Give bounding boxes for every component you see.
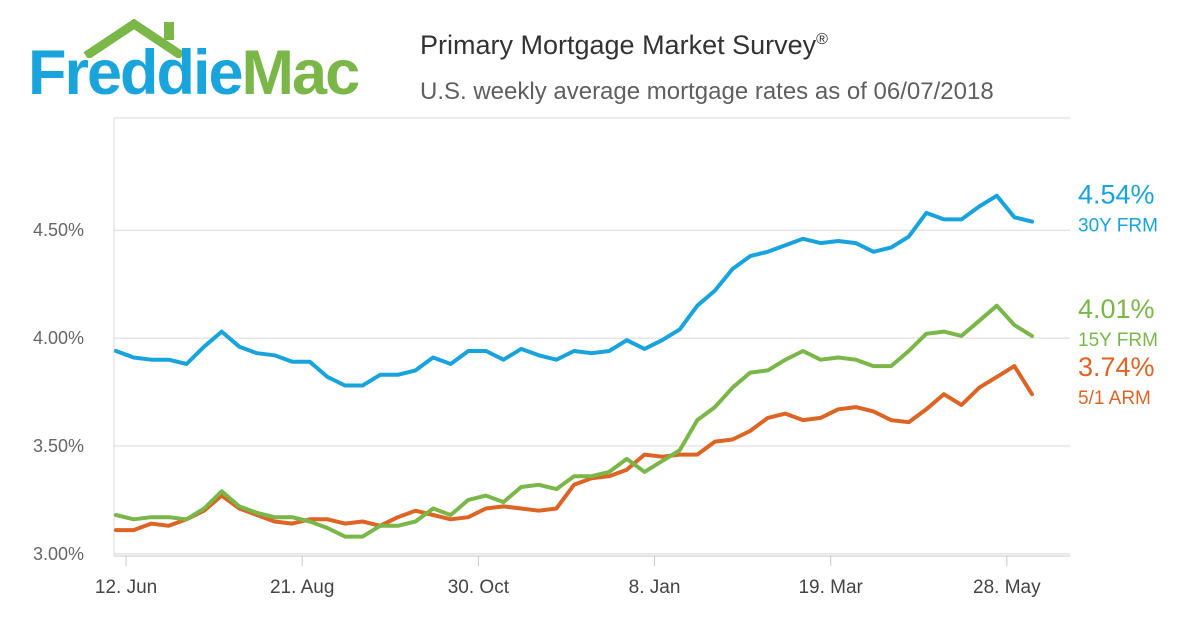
end-value-5-1-arm: 3.74%	[1078, 352, 1155, 382]
end-series-name-5-1-arm: 5/1 ARM	[1078, 388, 1151, 409]
logo-wordmark: FreddieMac	[28, 42, 360, 105]
end-series-name-15y-frm: 15Y FRM	[1078, 330, 1158, 351]
y-tick-label: 4.00%	[33, 328, 84, 348]
chart-title: Primary Mortgage Market Survey®	[420, 30, 828, 61]
freddie-mac-logo: FreddieMac	[22, 10, 392, 110]
x-tick-label: 12. Jun	[95, 577, 157, 598]
y-tick-label: 4.50%	[33, 220, 84, 240]
logo-mac: Mac	[241, 38, 361, 108]
end-series-name-30y-frm: 30Y FRM	[1078, 216, 1158, 237]
series-line-30y-frm	[114, 193, 1034, 388]
x-tick-label: 28. May	[973, 577, 1041, 598]
end-value-15y-frm: 4.01%	[1078, 294, 1155, 324]
series-line-5-1-arm	[114, 364, 1034, 533]
chart-title-text: Primary Mortgage Market Survey	[420, 30, 817, 60]
logo-freddie: Freddie	[28, 38, 244, 108]
x-tick-label: 21. Aug	[270, 577, 334, 598]
y-tick-label: 3.00%	[33, 544, 84, 564]
registered-mark: ®	[816, 31, 828, 48]
x-tick-label: 19. Mar	[798, 577, 863, 598]
series-line-15y-frm	[114, 303, 1034, 539]
x-tick-label: 30. Oct	[448, 577, 510, 598]
y-tick-label: 3.50%	[33, 436, 84, 456]
chart-subtitle: U.S. weekly average mortgage rates as of…	[420, 78, 994, 105]
x-tick-label: 8. Jan	[629, 577, 681, 598]
house-roof-icon	[83, 18, 185, 58]
end-value-30y-frm: 4.54%	[1078, 180, 1155, 210]
